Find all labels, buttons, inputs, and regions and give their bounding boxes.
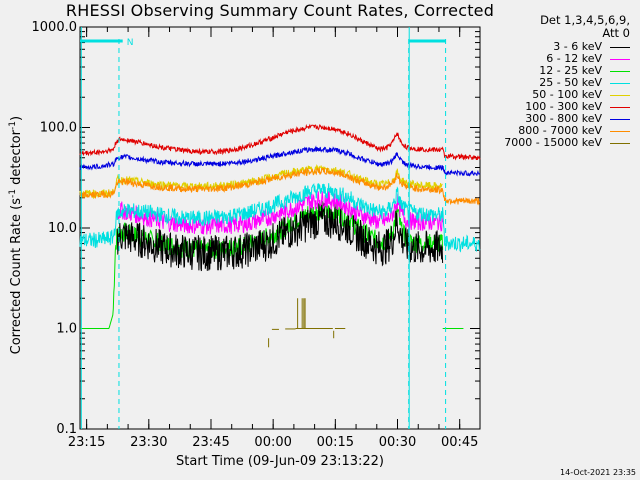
y-tick-label: 1.0: [56, 322, 77, 337]
y-label-part-3: ): [9, 115, 25, 122]
legend-entry: 300 - 800 keV: [470, 113, 630, 125]
legend-swatch: [610, 143, 630, 144]
legend-entry: 25 - 50 keV: [470, 77, 630, 89]
legend-label: 12 - 25 keV: [539, 64, 602, 77]
legend-label: 7000 - 15000 keV: [504, 136, 602, 149]
legend-swatch: [610, 131, 630, 132]
series-line-300-800-kev: [79, 145, 481, 177]
night-flag-label: N: [127, 38, 134, 48]
series-line-3-6-kev: [116, 202, 444, 272]
legend-entry: 800 - 7000 keV: [470, 125, 630, 137]
x-tick-label: 23:30: [130, 435, 167, 450]
legend-swatch: [610, 83, 630, 84]
footer-timestamp: 14-Oct-2021 23:35: [560, 468, 636, 477]
legend-header-line-2: Att 0: [602, 26, 630, 40]
y-tick-label: 10.0: [48, 221, 77, 236]
y-label-sup-1: -1: [7, 189, 18, 199]
legend-entry: 12 - 25 keV: [470, 65, 630, 77]
y-axis-label: Corrected Count Rate (s-1 detector-1): [8, 105, 24, 365]
x-tick-label: 00:15: [317, 435, 354, 450]
series-line-6-12-kev: [116, 190, 444, 235]
legend-entry: 6 - 12 keV: [470, 53, 630, 65]
series-line-800-7000-kev: [79, 167, 481, 206]
series-layer: [79, 123, 481, 348]
x-tick-label: 00:30: [379, 435, 416, 450]
legend-swatch: [610, 47, 630, 48]
legend-entry: 50 - 100 keV: [470, 89, 630, 101]
legend-swatch: [610, 95, 630, 96]
y-label-part-2: detector: [9, 130, 25, 190]
x-tick-label: 23:45: [192, 435, 229, 450]
legend-entry: 7000 - 15000 keV: [470, 137, 630, 149]
x-tick-label: 00:00: [254, 435, 291, 450]
y-tick-label: 100.0: [40, 121, 77, 136]
legend-entry: 100 - 300 keV: [470, 101, 630, 113]
legend-swatch: [610, 71, 630, 72]
legend-label: 300 - 800 keV: [525, 112, 602, 125]
x-tick-label: 00:45: [441, 435, 478, 450]
x-tick-label: 23:15: [68, 435, 105, 450]
series-line-100-300-kev: [79, 123, 481, 161]
series-line-25-50-kev: [79, 182, 481, 253]
legend-label: 100 - 300 keV: [525, 100, 602, 113]
chart-title: RHESSI Observing Summary Count Rates, Co…: [65, 1, 495, 20]
y-label-part-1: Corrected Count Rate (s: [9, 198, 25, 355]
legend-label: 3 - 6 keV: [553, 40, 602, 53]
legend-swatch: [610, 119, 630, 120]
legend: 3 - 6 keV 6 - 12 keV 12 - 25 keV 25 - 50 ke…: [470, 41, 630, 149]
x-axis-label: Start Time (09-Jun-09 23:13:22): [176, 454, 384, 469]
legend-swatch: [610, 59, 630, 60]
y-tick-label: 0.1: [56, 422, 77, 437]
legend-entry: 3 - 6 keV: [470, 41, 630, 53]
legend-label: 50 - 100 keV: [532, 88, 602, 101]
legend-header-line-1: Det 1,3,4,5,6,9,: [540, 13, 630, 27]
legend-swatch: [610, 107, 630, 108]
y-label-sup-2: -1: [7, 121, 18, 131]
y-tick-label: 1000.0: [32, 20, 78, 35]
legend-label: 25 - 50 keV: [539, 76, 602, 89]
legend-label: 800 - 7000 keV: [518, 124, 602, 137]
chart-axes: 1000.0 100.0 10.0 1.0 0.123:15 23:30 23:45 00:0…: [32, 20, 481, 450]
legend-label: 6 - 12 keV: [546, 52, 602, 65]
legend-header: Det 1,3,4,5,6,9, Att 0: [540, 14, 630, 40]
orbit-markers: N: [80, 27, 447, 429]
